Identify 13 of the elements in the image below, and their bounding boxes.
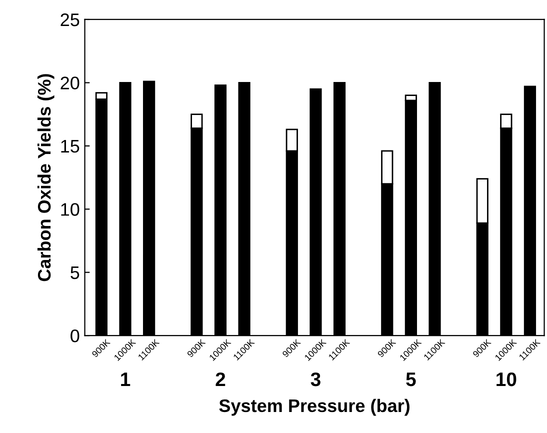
text: 10 [496, 372, 516, 386]
text: 5 [406, 372, 416, 386]
y-tick-label: 20 [60, 76, 80, 90]
y-tick-label: 10 [61, 203, 80, 216]
y-tick-label: 15 [61, 140, 80, 153]
x-axis-title: System Pressure (bar) [219, 398, 410, 416]
text: 3 [310, 372, 320, 386]
y-tick-label: 0 [70, 330, 80, 342]
y-tick-label: 5 [70, 266, 80, 280]
y-tick-label: 25 [60, 13, 80, 26]
y-axis-title: Carbon Oxide Yields (%) [37, 74, 54, 282]
text: 1 [121, 372, 130, 386]
text: 2 [216, 372, 226, 386]
